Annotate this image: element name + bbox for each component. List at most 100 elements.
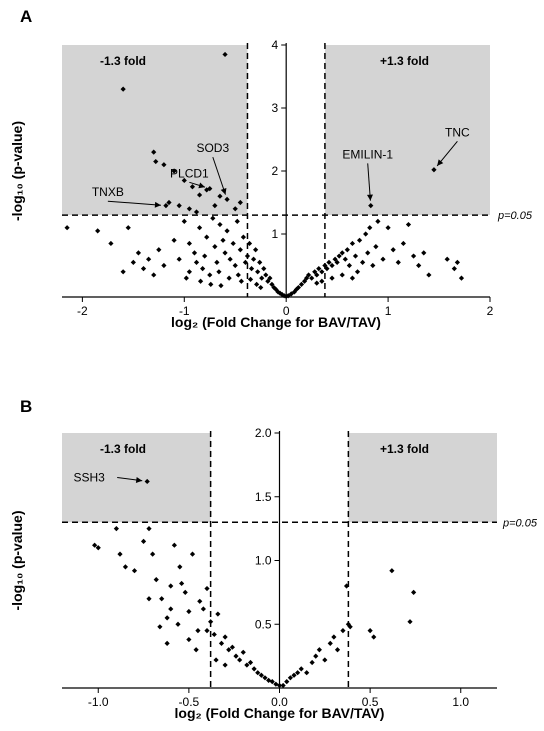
data-point bbox=[186, 269, 192, 275]
data-point bbox=[266, 677, 272, 683]
data-point bbox=[319, 278, 325, 284]
data-point bbox=[332, 256, 338, 262]
data-point bbox=[246, 240, 253, 247]
data-point bbox=[95, 228, 101, 234]
data-point bbox=[200, 266, 206, 272]
data-point bbox=[179, 580, 185, 587]
data-point bbox=[411, 589, 417, 595]
data-point bbox=[120, 269, 126, 275]
annotation-label: PLCD1 bbox=[170, 166, 209, 180]
data-point bbox=[64, 225, 70, 231]
y-tick-label: 1 bbox=[272, 227, 279, 241]
data-point bbox=[389, 568, 395, 574]
data-point bbox=[122, 564, 129, 570]
data-point bbox=[400, 240, 406, 247]
data-point bbox=[370, 262, 376, 269]
annotation-arrowhead bbox=[220, 187, 227, 195]
data-point bbox=[257, 259, 263, 265]
y-tick-label: 2 bbox=[272, 164, 279, 178]
data-point bbox=[365, 250, 371, 256]
data-point bbox=[197, 278, 204, 284]
annotation-label: EMILIN-1 bbox=[342, 147, 393, 161]
data-point bbox=[224, 228, 230, 234]
x-tick-label: 0.0 bbox=[271, 695, 288, 709]
annotation-arrow bbox=[107, 200, 161, 206]
panel-label: A bbox=[20, 7, 32, 26]
data-point bbox=[146, 596, 152, 602]
data-point bbox=[146, 256, 152, 262]
data-point bbox=[171, 168, 177, 174]
data-point bbox=[346, 262, 352, 269]
data-point bbox=[316, 647, 322, 653]
data-point bbox=[244, 253, 251, 259]
data-point bbox=[277, 290, 283, 296]
data-point bbox=[273, 681, 279, 687]
y-tick-label: 3 bbox=[272, 101, 279, 115]
y-tick-label: 1.5 bbox=[255, 490, 272, 504]
data-point bbox=[324, 266, 330, 272]
data-point bbox=[151, 272, 157, 278]
data-point bbox=[186, 608, 192, 615]
data-point bbox=[367, 628, 373, 634]
region-label-down: -1.3 fold bbox=[100, 54, 146, 68]
y-axis-title: -log₁₀ (p-value) bbox=[9, 511, 25, 611]
data-point bbox=[196, 192, 203, 198]
data-point bbox=[216, 269, 222, 275]
data-point bbox=[186, 206, 192, 212]
data-point bbox=[316, 266, 322, 272]
data-point bbox=[222, 51, 228, 58]
data-point bbox=[314, 280, 320, 286]
data-point bbox=[171, 237, 177, 243]
data-point bbox=[313, 653, 319, 659]
data-point bbox=[182, 589, 188, 595]
data-point bbox=[232, 262, 238, 269]
data-point bbox=[163, 203, 169, 209]
data-point bbox=[125, 225, 131, 231]
data-point bbox=[120, 86, 126, 92]
data-point bbox=[117, 551, 123, 557]
data-point bbox=[166, 199, 172, 206]
data-point bbox=[276, 682, 283, 689]
y-tick-label: 1.0 bbox=[255, 554, 272, 568]
data-point bbox=[360, 259, 366, 265]
data-point bbox=[227, 256, 233, 262]
data-point bbox=[208, 281, 214, 287]
data-point bbox=[150, 551, 156, 557]
data-point bbox=[375, 218, 381, 224]
data-point bbox=[217, 193, 223, 199]
data-point bbox=[421, 250, 427, 256]
data-point bbox=[181, 218, 187, 224]
data-point bbox=[258, 284, 264, 291]
data-point bbox=[271, 284, 277, 291]
data-point bbox=[204, 234, 210, 240]
data-point bbox=[153, 577, 159, 583]
data-point bbox=[279, 291, 285, 298]
data-point bbox=[454, 259, 460, 265]
data-point bbox=[407, 619, 413, 625]
data-point bbox=[314, 272, 320, 278]
data-point bbox=[234, 218, 240, 224]
data-point bbox=[140, 538, 147, 544]
data-point bbox=[352, 253, 359, 259]
data-point bbox=[367, 225, 373, 231]
x-axis-title: log₂ (Fold Change for BAV/TAV) bbox=[171, 314, 381, 330]
data-point bbox=[235, 272, 241, 278]
data-point bbox=[395, 259, 401, 265]
data-point bbox=[281, 293, 287, 299]
data-point bbox=[181, 177, 187, 184]
data-point bbox=[331, 634, 337, 640]
data-point bbox=[171, 542, 177, 548]
data-point bbox=[183, 275, 189, 281]
data-point bbox=[153, 158, 159, 165]
data-point bbox=[319, 269, 325, 275]
annotation-label: TNC bbox=[445, 125, 470, 139]
data-point bbox=[193, 259, 200, 265]
data-point bbox=[211, 631, 217, 638]
region-label-down: -1.3 fold bbox=[100, 442, 146, 456]
data-point bbox=[210, 215, 216, 221]
data-point bbox=[344, 247, 350, 253]
data-point bbox=[380, 256, 386, 262]
data-point bbox=[298, 666, 304, 672]
data-point bbox=[251, 666, 257, 672]
data-point bbox=[164, 615, 170, 621]
